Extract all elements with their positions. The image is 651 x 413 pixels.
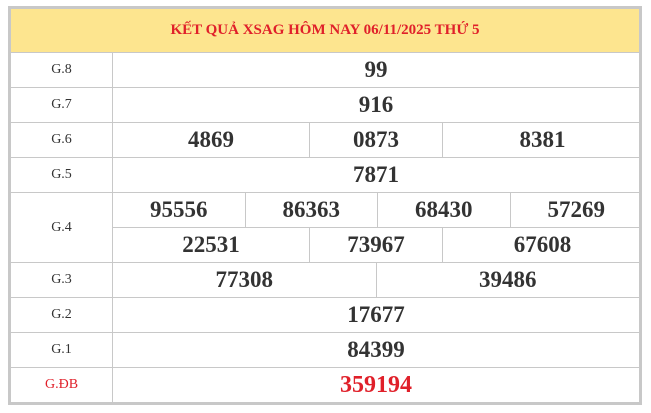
prize-number: 73967 [310, 228, 443, 262]
prize-row: G.ĐB 359194 [11, 368, 639, 402]
prize-label: G.3 [11, 263, 113, 297]
prize-number: 99 [364, 57, 388, 82]
prize-number: 0873 [310, 123, 443, 157]
prize-row: G.6 4869 0873 8381 [11, 123, 639, 158]
prize-row: G.1 84399 [11, 333, 639, 368]
prize-number: 77308 [113, 263, 377, 297]
prize-row: G.3 77308 39486 [11, 263, 639, 298]
prize-label: G.ĐB [11, 368, 113, 402]
prize-label: G.2 [11, 298, 113, 332]
prize-number: 68430 [378, 193, 511, 227]
prize-number: 67608 [513, 232, 572, 257]
prize-label: G.8 [11, 53, 113, 87]
prize-number: 57269 [547, 197, 606, 222]
prize-row: G.8 99 [11, 53, 639, 88]
prize-number: 22531 [113, 228, 310, 262]
prize-number: 4869 [113, 123, 310, 157]
lottery-results-table: KẾT QUẢ XSAG HÔM NAY 06/11/2025 THỨ 5 G.… [8, 6, 642, 405]
prize-row: G.2 17677 [11, 298, 639, 333]
prize-row: G.5 7871 [11, 158, 639, 193]
prize-number: 84399 [347, 337, 405, 362]
prize-number: 95556 [113, 193, 246, 227]
table-title: KẾT QUẢ XSAG HÔM NAY 06/11/2025 THỨ 5 [11, 9, 639, 53]
prize-label: G.5 [11, 158, 113, 192]
prize-number: 39486 [479, 267, 537, 292]
prize-number: 7871 [353, 162, 399, 187]
prize-row: G.4 95556 86363 68430 57269 22531 73967 67608 [11, 193, 642, 263]
prize-number: 916 [358, 92, 394, 117]
prize-label: G.6 [11, 123, 113, 157]
prize-label: G.7 [11, 88, 113, 122]
prize-row: G.7 916 [11, 88, 639, 123]
prize-label: G.4 [11, 193, 113, 262]
prize-number: 86363 [246, 193, 378, 227]
prize-number: 8381 [519, 127, 566, 152]
prize-label: G.1 [11, 333, 113, 367]
prize-number: 17677 [347, 302, 405, 327]
prize-number: 359194 [340, 371, 412, 398]
